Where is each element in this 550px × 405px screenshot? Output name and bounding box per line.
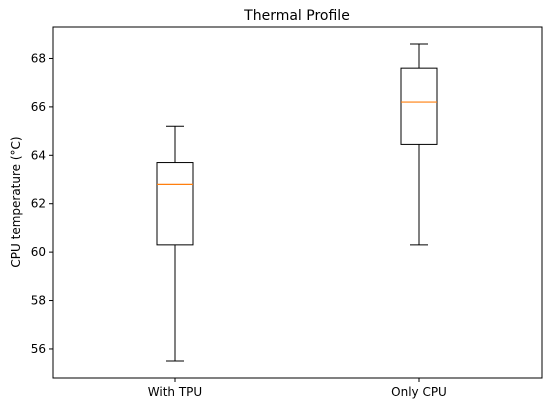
y-axis-ticks: 56 58 60 62 64 66 68 [31, 51, 53, 356]
y-axis-label: CPU temperature (°C) [9, 136, 23, 267]
box-series [156, 43, 438, 362]
chart-title: Thermal Profile [243, 8, 350, 24]
y-tick-label: 68 [31, 51, 46, 65]
y-tick-label: 60 [31, 245, 46, 259]
y-tick-label: 56 [31, 342, 46, 356]
y-tick-label: 66 [31, 100, 46, 114]
x-axis-ticks: With TPU Only CPU [148, 378, 447, 399]
box-only-cpu [400, 43, 438, 246]
y-tick-label: 62 [31, 197, 46, 211]
plot-area-frame [52, 26, 543, 379]
x-tick-label: With TPU [148, 385, 202, 399]
y-tick-label: 58 [31, 294, 46, 308]
iqr-box [400, 67, 438, 145]
y-tick-label: 64 [31, 148, 46, 162]
iqr-box [156, 162, 194, 246]
x-tick-label: Only CPU [391, 385, 447, 399]
box-with-tpu [156, 125, 194, 362]
